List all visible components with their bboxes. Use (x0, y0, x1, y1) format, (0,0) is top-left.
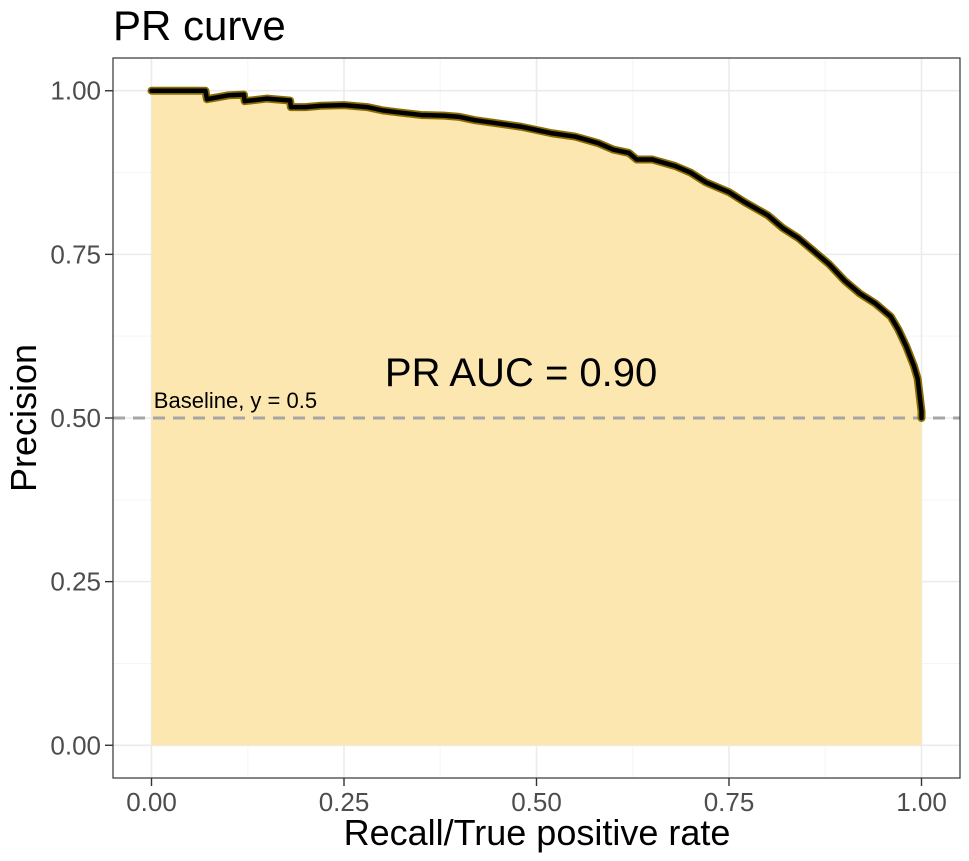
x-tick-label: 0.25 (319, 787, 370, 817)
y-tick-label: 0.50 (50, 403, 101, 433)
x-tick-label: 1.00 (896, 787, 947, 817)
x-tick-label: 0.00 (126, 787, 177, 817)
y-tick-label: 0.75 (50, 239, 101, 269)
pr-curve-line (149, 88, 924, 421)
y-tick-label: 0.00 (50, 730, 101, 760)
x-tick-label: 0.50 (511, 787, 562, 817)
baseline-annotation: Baseline, y = 0.5 (154, 388, 317, 413)
x-axis-ticks: 0.00 0.25 0.50 0.75 1.00 (126, 778, 947, 817)
x-tick-label: 0.75 (704, 787, 755, 817)
y-axis-ticks: 0.00 0.25 0.50 0.75 1.00 (50, 76, 113, 760)
y-tick-label: 1.00 (50, 76, 101, 106)
x-axis-label: Recall/True positive rate (344, 812, 731, 853)
chart-title: PR curve (113, 2, 286, 49)
auc-annotation: PR AUC = 0.90 (385, 351, 657, 395)
y-tick-label: 0.25 (50, 567, 101, 597)
y-axis-label: Precision (3, 344, 44, 492)
